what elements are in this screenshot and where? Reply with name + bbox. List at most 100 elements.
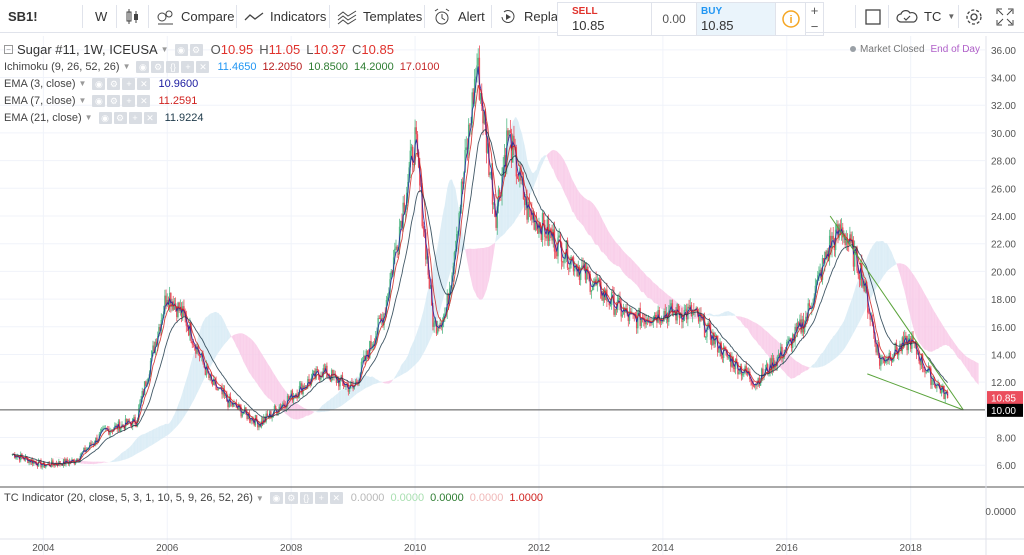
cloud-segment xyxy=(901,263,903,284)
gear-icon[interactable]: ⚙ xyxy=(151,60,165,73)
candle-body xyxy=(139,403,141,409)
source-icon[interactable]: {} xyxy=(166,60,180,73)
candle-body xyxy=(454,249,457,253)
cloud-segment xyxy=(422,311,424,356)
settings-button[interactable] xyxy=(964,0,984,33)
cloud-segment xyxy=(841,322,843,353)
candle-body xyxy=(126,418,128,425)
chevron-down-icon[interactable]: ▼ xyxy=(122,62,131,71)
eye-icon[interactable]: ◉ xyxy=(174,43,188,56)
sell-button[interactable]: SELL 10.85 xyxy=(557,2,652,36)
candle-body xyxy=(340,375,342,379)
indicator-controls[interactable]: ◉ ⚙{} + ✕ xyxy=(269,492,345,504)
gear-icon[interactable]: ⚙ xyxy=(107,94,121,107)
cloud-segment xyxy=(659,287,661,308)
ichimoku-name[interactable]: Ichimoku (9, 26, 52, 26) xyxy=(4,60,120,73)
gear-icon[interactable]: ⚙ xyxy=(107,77,121,90)
compare-button[interactable]: Compare xyxy=(155,0,234,33)
series-title[interactable]: Sugar #11, 1W, ICEUSA xyxy=(17,42,158,57)
cloud-segment xyxy=(254,342,256,382)
close-icon[interactable]: ✕ xyxy=(137,77,151,90)
chevron-down-icon[interactable]: ▼ xyxy=(78,79,87,88)
candle-body xyxy=(818,272,820,276)
close-icon[interactable]: ✕ xyxy=(196,60,210,73)
close-icon[interactable]: ✕ xyxy=(143,111,157,124)
chevron-down-icon[interactable]: ▼ xyxy=(84,113,93,122)
time-tick-label: 2010 xyxy=(404,543,427,554)
cloud-segment xyxy=(938,317,940,349)
indicator-controls[interactable]: ◉ ⚙ + ✕ xyxy=(92,94,152,107)
cloud-segment xyxy=(167,423,169,436)
candle-body xyxy=(403,202,406,213)
quantity-stepper[interactable]: + − xyxy=(806,2,824,36)
candle-body xyxy=(192,344,195,346)
chevron-down-icon[interactable]: ▼ xyxy=(255,493,264,503)
indicator-controls[interactable]: ◉ ⚙ + ✕ xyxy=(98,111,159,124)
alert-button[interactable]: Alert xyxy=(432,0,485,33)
cloud-segment xyxy=(858,277,860,325)
price-chart[interactable]: 36.00 34.00 32.00 30.00 28.00 26.00 24.00 22.00… xyxy=(0,36,1024,555)
source-icon[interactable]: {} xyxy=(299,492,313,504)
cloud-segment xyxy=(948,334,950,348)
plus-icon[interactable]: + xyxy=(181,60,195,73)
candle-body xyxy=(931,380,933,385)
cloud-segment xyxy=(774,338,777,365)
buy-button[interactable]: BUY 10.85 xyxy=(696,2,776,36)
interval-button[interactable]: W xyxy=(95,0,107,33)
cloud-segment xyxy=(623,251,625,275)
symbol-search[interactable]: SB1! xyxy=(8,0,38,33)
cloud-segment xyxy=(492,243,494,261)
eye-icon[interactable]: ◉ xyxy=(136,60,150,73)
ema21-name[interactable]: EMA (21, close) xyxy=(4,111,82,124)
collapse-icon[interactable]: − xyxy=(4,45,13,54)
plus-icon[interactable]: + xyxy=(122,94,136,107)
replay-button[interactable]: Replay xyxy=(498,0,564,33)
cloud-segment xyxy=(963,353,965,366)
close-icon[interactable]: ✕ xyxy=(137,94,151,107)
cloud-segment xyxy=(796,361,798,377)
candle-body xyxy=(819,269,821,273)
cloud-segment xyxy=(337,391,339,408)
plus-icon[interactable]: + xyxy=(314,492,328,504)
templates-button[interactable]: Templates xyxy=(337,0,422,33)
candle-body xyxy=(15,457,17,459)
candle-body xyxy=(612,292,614,294)
plus-button[interactable]: + xyxy=(810,3,819,18)
eye-icon[interactable]: ◉ xyxy=(98,111,112,124)
tc-indicator-name[interactable]: TC Indicator (20, close, 5, 3, 1, 10, 5,… xyxy=(4,492,253,504)
fullscreen-button[interactable] xyxy=(996,0,1014,33)
chevron-down-icon[interactable]: ▼ xyxy=(160,45,169,54)
series-controls[interactable]: ◉ ⚙ xyxy=(174,43,205,56)
ema3-name[interactable]: EMA (3, close) xyxy=(4,77,76,90)
eye-icon[interactable]: ◉ xyxy=(92,94,106,107)
upper-trendline xyxy=(829,215,964,411)
gear-icon[interactable]: ⚙ xyxy=(189,43,203,56)
account-button[interactable]: TC ▼ xyxy=(896,0,955,33)
cloud-segment xyxy=(485,247,487,293)
eye-icon[interactable]: ◉ xyxy=(92,77,106,90)
gear-icon[interactable]: ⚙ xyxy=(284,492,298,504)
cloud-segment xyxy=(366,375,368,388)
cloud-segment xyxy=(705,314,707,316)
candle-body xyxy=(508,130,510,136)
indicator-controls[interactable]: ◉ ⚙ + ✕ xyxy=(92,77,152,90)
cloud-segment xyxy=(660,288,662,310)
candle-body xyxy=(477,57,479,66)
chevron-down-icon[interactable]: ▼ xyxy=(78,96,87,105)
candle-body xyxy=(678,312,681,319)
indicators-button[interactable]: Indicators xyxy=(244,0,326,33)
candle-body xyxy=(145,381,147,387)
minus-button[interactable]: − xyxy=(810,19,819,34)
indicator-controls[interactable]: ◉ ⚙{} + ✕ xyxy=(136,60,211,73)
plus-icon[interactable]: + xyxy=(122,77,136,90)
ema7-name[interactable]: EMA (7, close) xyxy=(4,94,76,107)
plus-icon[interactable]: + xyxy=(128,111,142,124)
info-button[interactable]: i xyxy=(776,2,806,36)
gear-icon[interactable]: ⚙ xyxy=(113,111,127,124)
chart-style-button[interactable] xyxy=(124,0,140,33)
eye-icon[interactable]: ◉ xyxy=(269,492,283,504)
fullscreen-rect-button[interactable] xyxy=(864,0,882,33)
cloud-segment xyxy=(224,322,226,345)
close-icon[interactable]: ✕ xyxy=(329,492,343,504)
cloud-segment xyxy=(529,166,531,197)
